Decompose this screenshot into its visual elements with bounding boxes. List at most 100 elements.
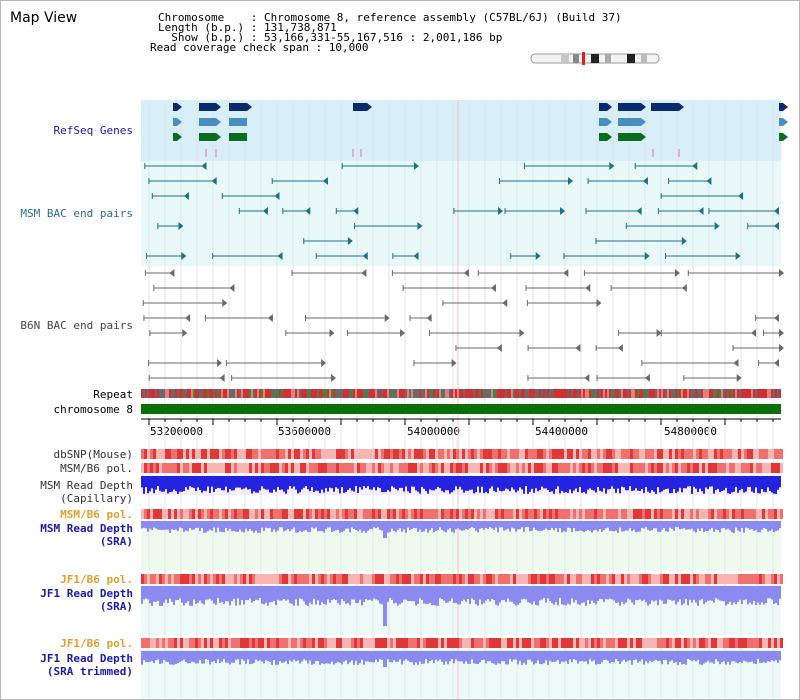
repeat-segment [727,389,729,398]
repeat-segment [157,389,159,398]
msm-pol-cell [402,463,405,473]
jf1-pol-cell [489,574,492,584]
jf1-pol-cell [594,574,597,584]
msm-capillary-depth-bar [743,476,745,493]
dbsnp-label[interactable]: dbSNP(Mouse) [53,448,133,461]
jf1-pol-label-2[interactable]: JF1/B6 pol. [60,637,133,650]
jf1-trim-depth-bar [253,651,255,664]
msm-depth-sra-label[interactable]: MSM Read Depth [40,522,133,535]
repeat-segment [771,389,773,398]
jf1-pol-cell [375,638,378,648]
msm-pol-cell [582,509,585,519]
repeat-segment [617,389,619,398]
jf1-trim-depth-bar [415,651,417,663]
msm-pol-cell [351,463,354,473]
jf1-trim-depth-bar [495,651,497,665]
jf1-trim-depth-bar [675,651,677,663]
jf1-trim-depth-bar [701,651,703,665]
jf1-sra-depth-bar [779,586,781,599]
repeat-segment [739,389,741,398]
msm-sra-depth-bar [337,521,339,530]
refseq-label[interactable]: RefSeq Genes [53,124,133,137]
msm-pol-cell [144,509,147,519]
msm-sra-depth-bar [141,521,143,529]
jf1-depth-sra-label[interactable]: JF1 Read Depth [40,587,133,600]
msm-bac-label[interactable]: MSM BAC end pairs [20,207,133,220]
msm-depth-cap-label[interactable]: MSM Read Depth [40,479,133,492]
msm-pol-cell [678,463,681,473]
dbsnp-cell [162,449,165,459]
jf1-trim-depth-bar [679,651,681,663]
msm-sra-depth-bar [525,521,527,528]
msm-sra-depth-bar [391,521,393,529]
msm-capillary-depth-bar [221,476,223,491]
b6n-bac-end-marker [426,314,432,322]
repeat-segment [535,389,537,398]
msm-sra-depth-bar [569,521,571,529]
repeat-segment [597,389,599,398]
jf1-trim-depth-bar [365,651,367,662]
jf1-sra-depth-bar [777,586,779,606]
msm-pol-cell [645,509,648,519]
msm-sra-depth-bar [559,521,561,529]
jf1-trim-depth-bar [405,651,407,660]
jf1-sra-depth-bar [711,586,713,601]
msm-capillary-depth-bar [269,476,271,493]
jf1-pol-cell [621,574,624,584]
b6n-bac-end-marker [267,314,273,322]
jf1-pol-cell [243,574,246,584]
jf1-sra-depth-bar [179,586,181,599]
jf1-pol-cell [354,638,357,648]
msm-capillary-depth-bar [383,476,385,493]
jf1-trim-depth-bar [629,651,631,661]
jf1-sra-depth-bar [737,586,739,602]
jf1-sra-depth-bar [557,586,559,606]
jf1-trim-depth-bar [147,651,149,663]
repeat-segment [241,389,243,398]
dbsnp-cell [696,449,699,459]
msm-pol-label-2[interactable]: MSM/B6 pol. [60,508,133,521]
jf1-pol-cell [300,638,303,648]
msm-sra-depth-bar [533,521,535,528]
b6n-bac-end-marker [774,314,779,322]
jf1-pol-label-1[interactable]: JF1/B6 pol. [60,573,133,586]
msm-sra-depth-bar [585,521,587,532]
msm-pol-cell [567,463,570,473]
msm-sra-depth-bar [177,521,179,532]
chromosome-label: chromosome 8 [53,403,133,416]
repeat-segment [167,389,169,398]
jf1-depth-trim-label[interactable]: JF1 Read Depth [40,652,133,665]
msm-pol-cell [186,463,189,473]
b6n-bac-label[interactable]: B6N BAC end pairs [20,319,133,332]
msm-capillary-depth-bar [653,476,655,492]
msm-pol-cell [711,509,714,519]
msm-capillary-depth-bar [751,476,753,492]
dbsnp-cell [315,449,318,459]
repeat-segment [777,389,779,398]
jf1-pol-cell [228,638,231,648]
gene-strand-marker [177,133,182,141]
jf1-sra-depth-bar [195,586,197,604]
msm-sra-depth-bar [409,521,411,530]
msm-sra-depth-bar [583,521,585,532]
jf1-pol-cell [210,574,213,584]
gene-exon [199,133,216,141]
msm-pol-label-1[interactable]: MSM/B6 pol. [60,462,133,475]
dbsnp-cell [255,449,258,459]
repeat-segment [611,389,613,398]
jf1-pol-cell [651,638,654,648]
jf1-pol-cell [204,638,207,648]
repeat-segment [253,389,255,398]
dbsnp-cell [552,449,555,459]
msm-capillary-depth-bar [447,476,449,491]
msm-pol-cell [333,509,336,519]
msm-sra-depth-bar [513,521,515,529]
repeat-segment [289,389,291,398]
msm-pol-cell [366,509,369,519]
msm-sra-depth-bar [315,521,317,528]
msm-pol-cell [510,509,513,519]
msm-pol-cell [270,463,273,473]
repeat-segment [679,389,681,398]
